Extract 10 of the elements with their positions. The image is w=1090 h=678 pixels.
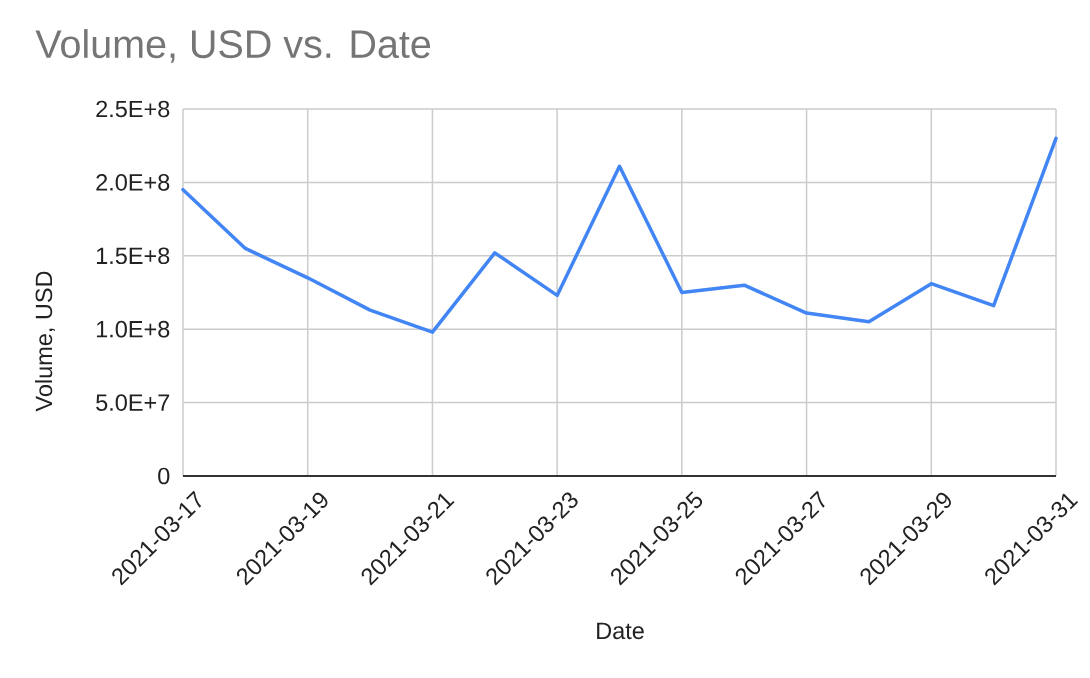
chart-title: Volume, USD vs. Date bbox=[35, 29, 431, 63]
y-tick-label: 2.5E+8 bbox=[96, 100, 170, 118]
y-tick-label: 1.5E+8 bbox=[96, 247, 170, 265]
y-tick-label: 1.0E+8 bbox=[96, 320, 170, 338]
y-tick-label: 2.0E+8 bbox=[96, 174, 170, 191]
y-axis-title: Volume, USD bbox=[34, 271, 56, 412]
y-tick-label: 0 bbox=[158, 467, 170, 485]
x-axis-title: Date bbox=[597, 622, 644, 640]
line-series bbox=[181, 136, 1058, 334]
y-tick-label: 5.0E+7 bbox=[96, 394, 170, 411]
